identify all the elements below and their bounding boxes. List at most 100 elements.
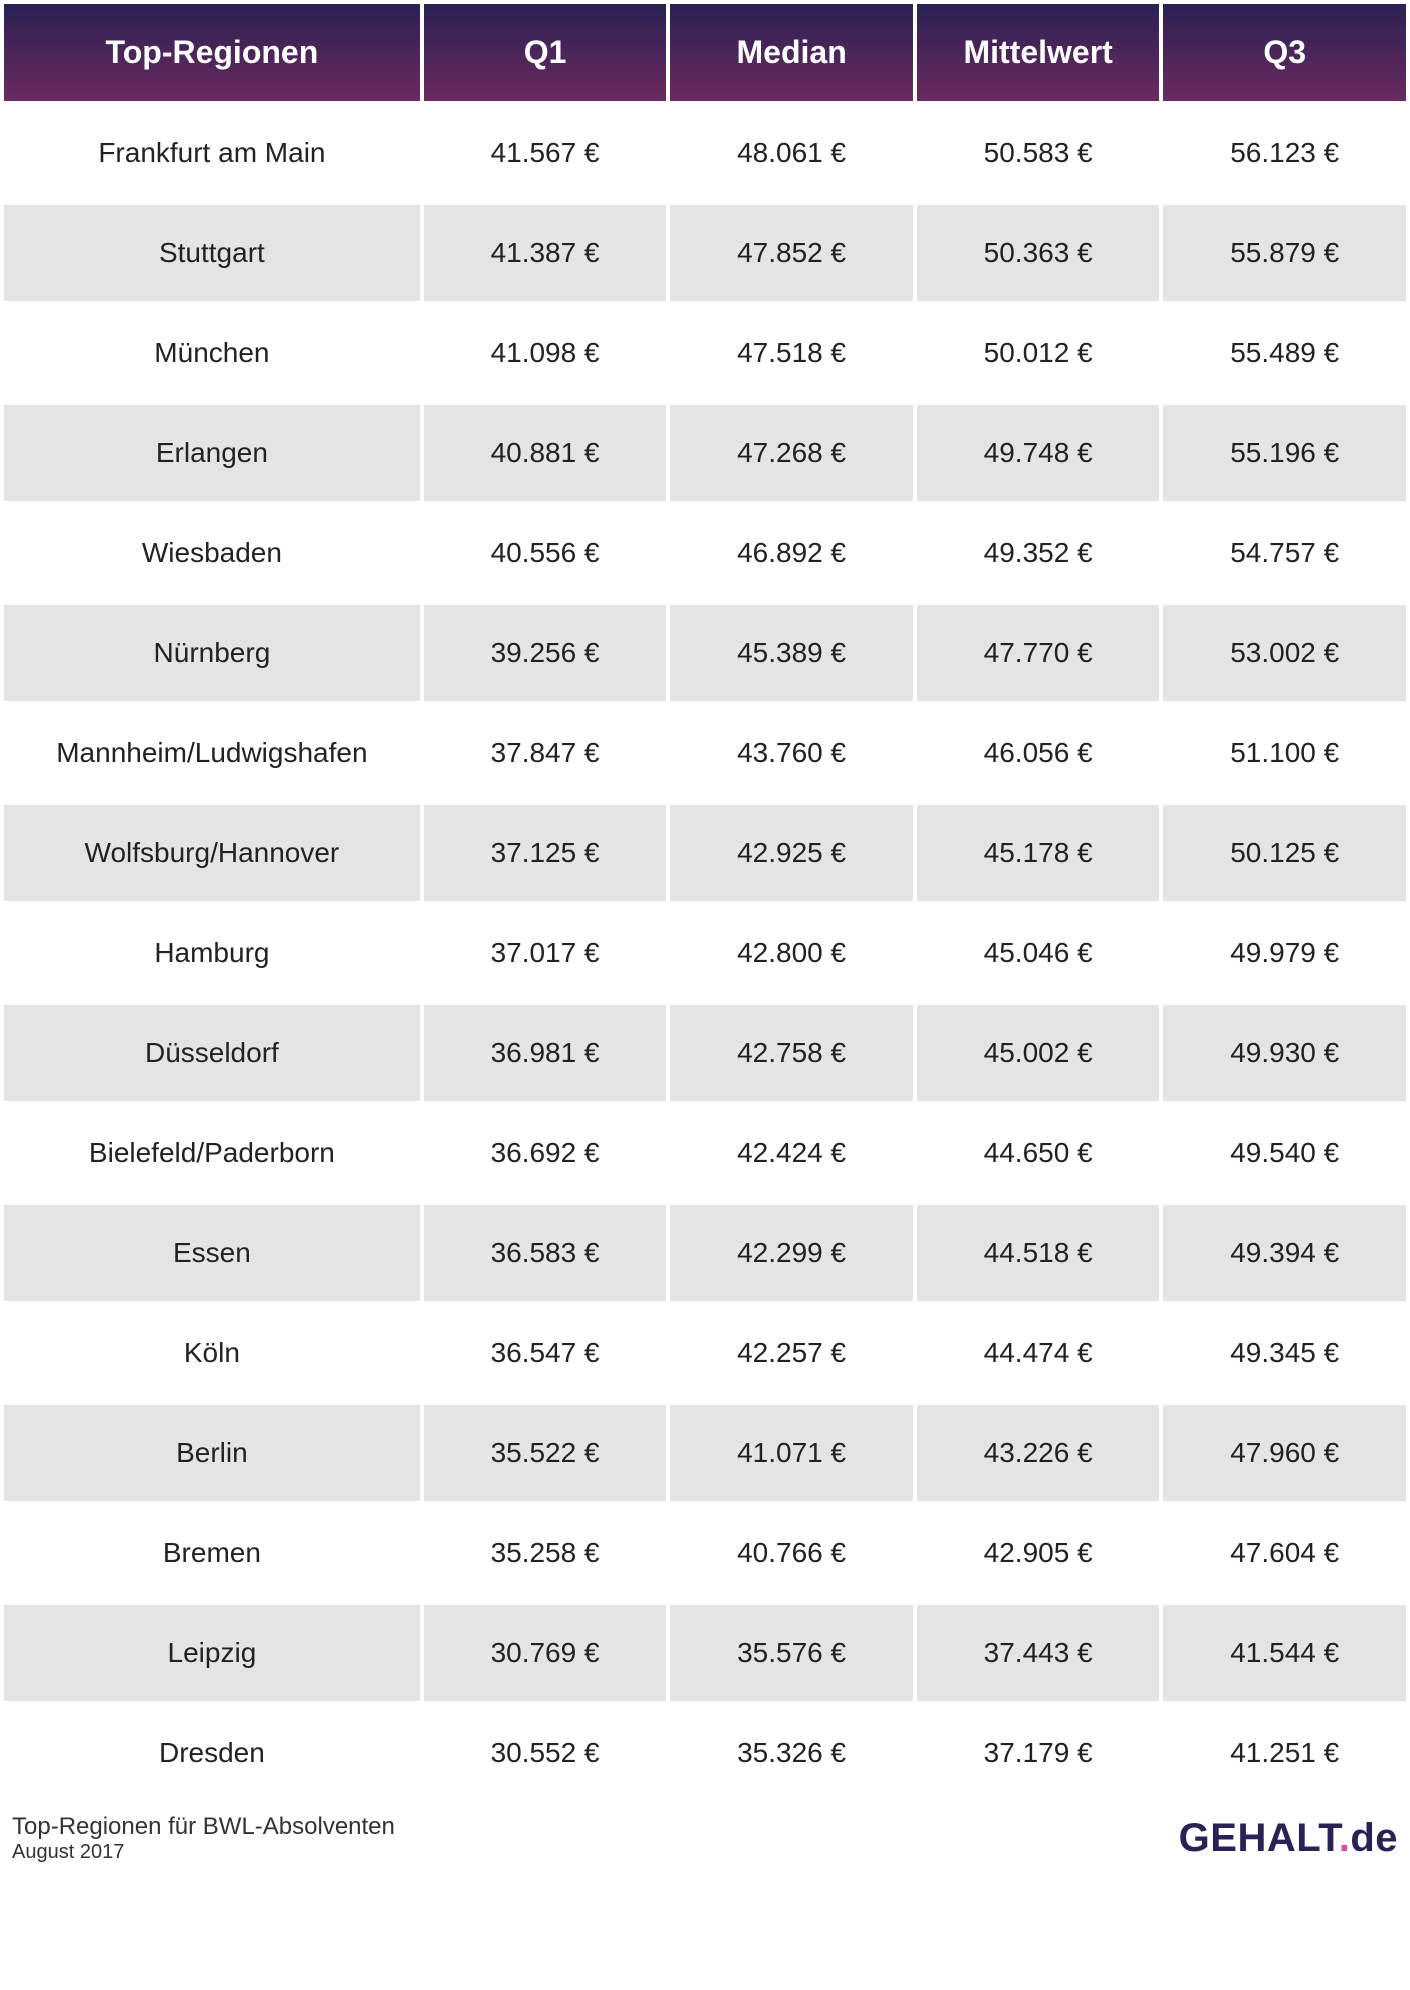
cell-q3: 54.757 €	[1163, 505, 1406, 601]
cell-region: Bremen	[4, 1505, 420, 1601]
footer-caption: Top-Regionen für BWL-Absolventen August …	[12, 1813, 395, 1864]
table-row: Bielefeld/Paderborn36.692 €42.424 €44.65…	[4, 1105, 1406, 1201]
cell-median: 42.299 €	[670, 1205, 913, 1301]
cell-mittelwert: 44.518 €	[917, 1205, 1160, 1301]
cell-median: 47.852 €	[670, 205, 913, 301]
cell-region: Wolfsburg/Hannover	[4, 805, 420, 901]
cell-q1: 35.258 €	[424, 1505, 667, 1601]
footer-title: Top-Regionen für BWL-Absolventen	[12, 1813, 395, 1841]
table-row: Stuttgart41.387 €47.852 €50.363 €55.879 …	[4, 205, 1406, 301]
cell-region: Leipzig	[4, 1605, 420, 1701]
table-row: München41.098 €47.518 €50.012 €55.489 €	[4, 305, 1406, 401]
table-row: Wiesbaden40.556 €46.892 €49.352 €54.757 …	[4, 505, 1406, 601]
cell-q1: 36.981 €	[424, 1005, 667, 1101]
cell-median: 42.424 €	[670, 1105, 913, 1201]
cell-mittelwert: 37.443 €	[917, 1605, 1160, 1701]
cell-region: Nürnberg	[4, 605, 420, 701]
cell-q1: 30.552 €	[424, 1705, 667, 1801]
cell-q3: 49.345 €	[1163, 1305, 1406, 1401]
cell-region: Erlangen	[4, 405, 420, 501]
cell-median: 43.760 €	[670, 705, 913, 801]
cell-mittelwert: 50.583 €	[917, 105, 1160, 201]
table-body: Frankfurt am Main41.567 €48.061 €50.583 …	[4, 105, 1406, 1801]
cell-q3: 56.123 €	[1163, 105, 1406, 201]
cell-median: 35.576 €	[670, 1605, 913, 1701]
cell-q1: 36.547 €	[424, 1305, 667, 1401]
cell-median: 42.925 €	[670, 805, 913, 901]
cell-median: 47.268 €	[670, 405, 913, 501]
table-row: Mannheim/Ludwigshafen37.847 €43.760 €46.…	[4, 705, 1406, 801]
cell-mittelwert: 50.012 €	[917, 305, 1160, 401]
cell-q1: 36.692 €	[424, 1105, 667, 1201]
footer-date: August 2017	[12, 1841, 395, 1864]
cell-median: 45.389 €	[670, 605, 913, 701]
cell-median: 42.257 €	[670, 1305, 913, 1401]
cell-q3: 41.544 €	[1163, 1605, 1406, 1701]
cell-region: Essen	[4, 1205, 420, 1301]
cell-q1: 30.769 €	[424, 1605, 667, 1701]
col-header-q3: Q3	[1163, 4, 1406, 101]
cell-region: Hamburg	[4, 905, 420, 1001]
salary-table-container: Top-Regionen Q1 Median Mittelwert Q3 Fra…	[0, 0, 1410, 1805]
logo-text-de: de	[1350, 1816, 1398, 1860]
logo-text-gehalt: GEHALT	[1179, 1816, 1339, 1860]
salary-table: Top-Regionen Q1 Median Mittelwert Q3 Fra…	[0, 0, 1410, 1805]
cell-region: Stuttgart	[4, 205, 420, 301]
cell-q3: 51.100 €	[1163, 705, 1406, 801]
cell-region: Berlin	[4, 1405, 420, 1501]
col-header-region: Top-Regionen	[4, 4, 420, 101]
table-header-row: Top-Regionen Q1 Median Mittelwert Q3	[4, 4, 1406, 101]
cell-mittelwert: 45.046 €	[917, 905, 1160, 1001]
table-row: Frankfurt am Main41.567 €48.061 €50.583 …	[4, 105, 1406, 201]
cell-region: Köln	[4, 1305, 420, 1401]
cell-q1: 41.567 €	[424, 105, 667, 201]
cell-q1: 41.387 €	[424, 205, 667, 301]
cell-mittelwert: 44.650 €	[917, 1105, 1160, 1201]
cell-mittelwert: 49.748 €	[917, 405, 1160, 501]
cell-q3: 50.125 €	[1163, 805, 1406, 901]
cell-median: 41.071 €	[670, 1405, 913, 1501]
cell-median: 42.758 €	[670, 1005, 913, 1101]
cell-mittelwert: 37.179 €	[917, 1705, 1160, 1801]
cell-mittelwert: 45.002 €	[917, 1005, 1160, 1101]
cell-region: München	[4, 305, 420, 401]
table-row: Leipzig30.769 €35.576 €37.443 €41.544 €	[4, 1605, 1406, 1701]
cell-q1: 36.583 €	[424, 1205, 667, 1301]
table-row: Essen36.583 €42.299 €44.518 €49.394 €	[4, 1205, 1406, 1301]
cell-q3: 55.196 €	[1163, 405, 1406, 501]
cell-q3: 49.979 €	[1163, 905, 1406, 1001]
table-row: Dresden30.552 €35.326 €37.179 €41.251 €	[4, 1705, 1406, 1801]
table-row: Erlangen40.881 €47.268 €49.748 €55.196 €	[4, 405, 1406, 501]
cell-mittelwert: 45.178 €	[917, 805, 1160, 901]
table-row: Düsseldorf36.981 €42.758 €45.002 €49.930…	[4, 1005, 1406, 1101]
cell-median: 48.061 €	[670, 105, 913, 201]
cell-q1: 41.098 €	[424, 305, 667, 401]
cell-q1: 37.125 €	[424, 805, 667, 901]
table-row: Wolfsburg/Hannover37.125 €42.925 €45.178…	[4, 805, 1406, 901]
cell-q1: 35.522 €	[424, 1405, 667, 1501]
cell-q3: 55.489 €	[1163, 305, 1406, 401]
cell-region: Düsseldorf	[4, 1005, 420, 1101]
cell-mittelwert: 42.905 €	[917, 1505, 1160, 1601]
gehalt-logo: GEHALT.de	[1179, 1816, 1398, 1861]
table-row: Köln36.547 €42.257 €44.474 €49.345 €	[4, 1305, 1406, 1401]
cell-region: Bielefeld/Paderborn	[4, 1105, 420, 1201]
cell-q1: 40.556 €	[424, 505, 667, 601]
cell-q3: 55.879 €	[1163, 205, 1406, 301]
cell-q1: 40.881 €	[424, 405, 667, 501]
cell-q3: 49.540 €	[1163, 1105, 1406, 1201]
cell-q3: 49.394 €	[1163, 1205, 1406, 1301]
cell-mittelwert: 50.363 €	[917, 205, 1160, 301]
cell-q1: 37.847 €	[424, 705, 667, 801]
cell-q3: 53.002 €	[1163, 605, 1406, 701]
cell-mittelwert: 46.056 €	[917, 705, 1160, 801]
cell-median: 35.326 €	[670, 1705, 913, 1801]
cell-mittelwert: 47.770 €	[917, 605, 1160, 701]
col-header-median: Median	[670, 4, 913, 101]
cell-region: Wiesbaden	[4, 505, 420, 601]
cell-region: Dresden	[4, 1705, 420, 1801]
cell-q1: 37.017 €	[424, 905, 667, 1001]
cell-mittelwert: 43.226 €	[917, 1405, 1160, 1501]
footer: Top-Regionen für BWL-Absolventen August …	[0, 1805, 1410, 1876]
cell-q1: 39.256 €	[424, 605, 667, 701]
